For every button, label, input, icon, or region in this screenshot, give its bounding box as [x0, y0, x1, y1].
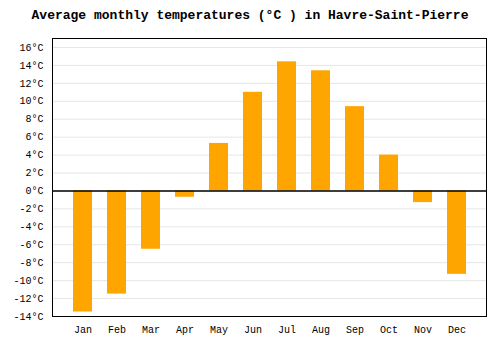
svg-text:8°C: 8°C: [25, 114, 43, 125]
svg-text:-12°C: -12°C: [13, 294, 43, 305]
svg-text:-8°C: -8°C: [19, 258, 43, 269]
html-text:Average monthly temperatures (: Average monthly temperatures (°C ) in Ha…: [31, 8, 469, 23]
svg-text:16°C: 16°C: [19, 43, 43, 54]
svg-text:2°C: 2°C: [25, 168, 43, 179]
svg-text:Sep: Sep: [346, 325, 364, 336]
svg-text:14°C: 14°C: [19, 61, 43, 72]
svg-text:Jun: Jun: [244, 325, 262, 336]
svg-text:Feb: Feb: [108, 325, 126, 336]
svg-text:6°C: 6°C: [25, 132, 43, 143]
svg-text:May: May: [210, 325, 228, 336]
svg-text:12°C: 12°C: [19, 79, 43, 90]
svg-text:0°C: 0°C: [25, 186, 43, 197]
svg-text:-4°C: -4°C: [19, 222, 43, 233]
svg-text:Oct: Oct: [380, 325, 398, 336]
svg-text:Jul: Jul: [278, 325, 296, 336]
svg-text:-2°C: -2°C: [19, 204, 43, 215]
svg-text:-10°C: -10°C: [13, 276, 43, 287]
svg-text:Mar: Mar: [142, 325, 160, 336]
svg-text:-14°C: -14°C: [13, 312, 43, 323]
svg-text:Nov: Nov: [414, 325, 432, 336]
svg-text:Dec: Dec: [448, 325, 466, 336]
svg-text:4°C: 4°C: [25, 150, 43, 161]
svg-text:Aug: Aug: [312, 325, 330, 336]
svg-text:Apr: Apr: [176, 325, 194, 336]
svg-text:-6°C: -6°C: [19, 240, 43, 251]
svg-text:10°C: 10°C: [19, 96, 43, 107]
svg-text:Jan: Jan: [74, 325, 92, 336]
